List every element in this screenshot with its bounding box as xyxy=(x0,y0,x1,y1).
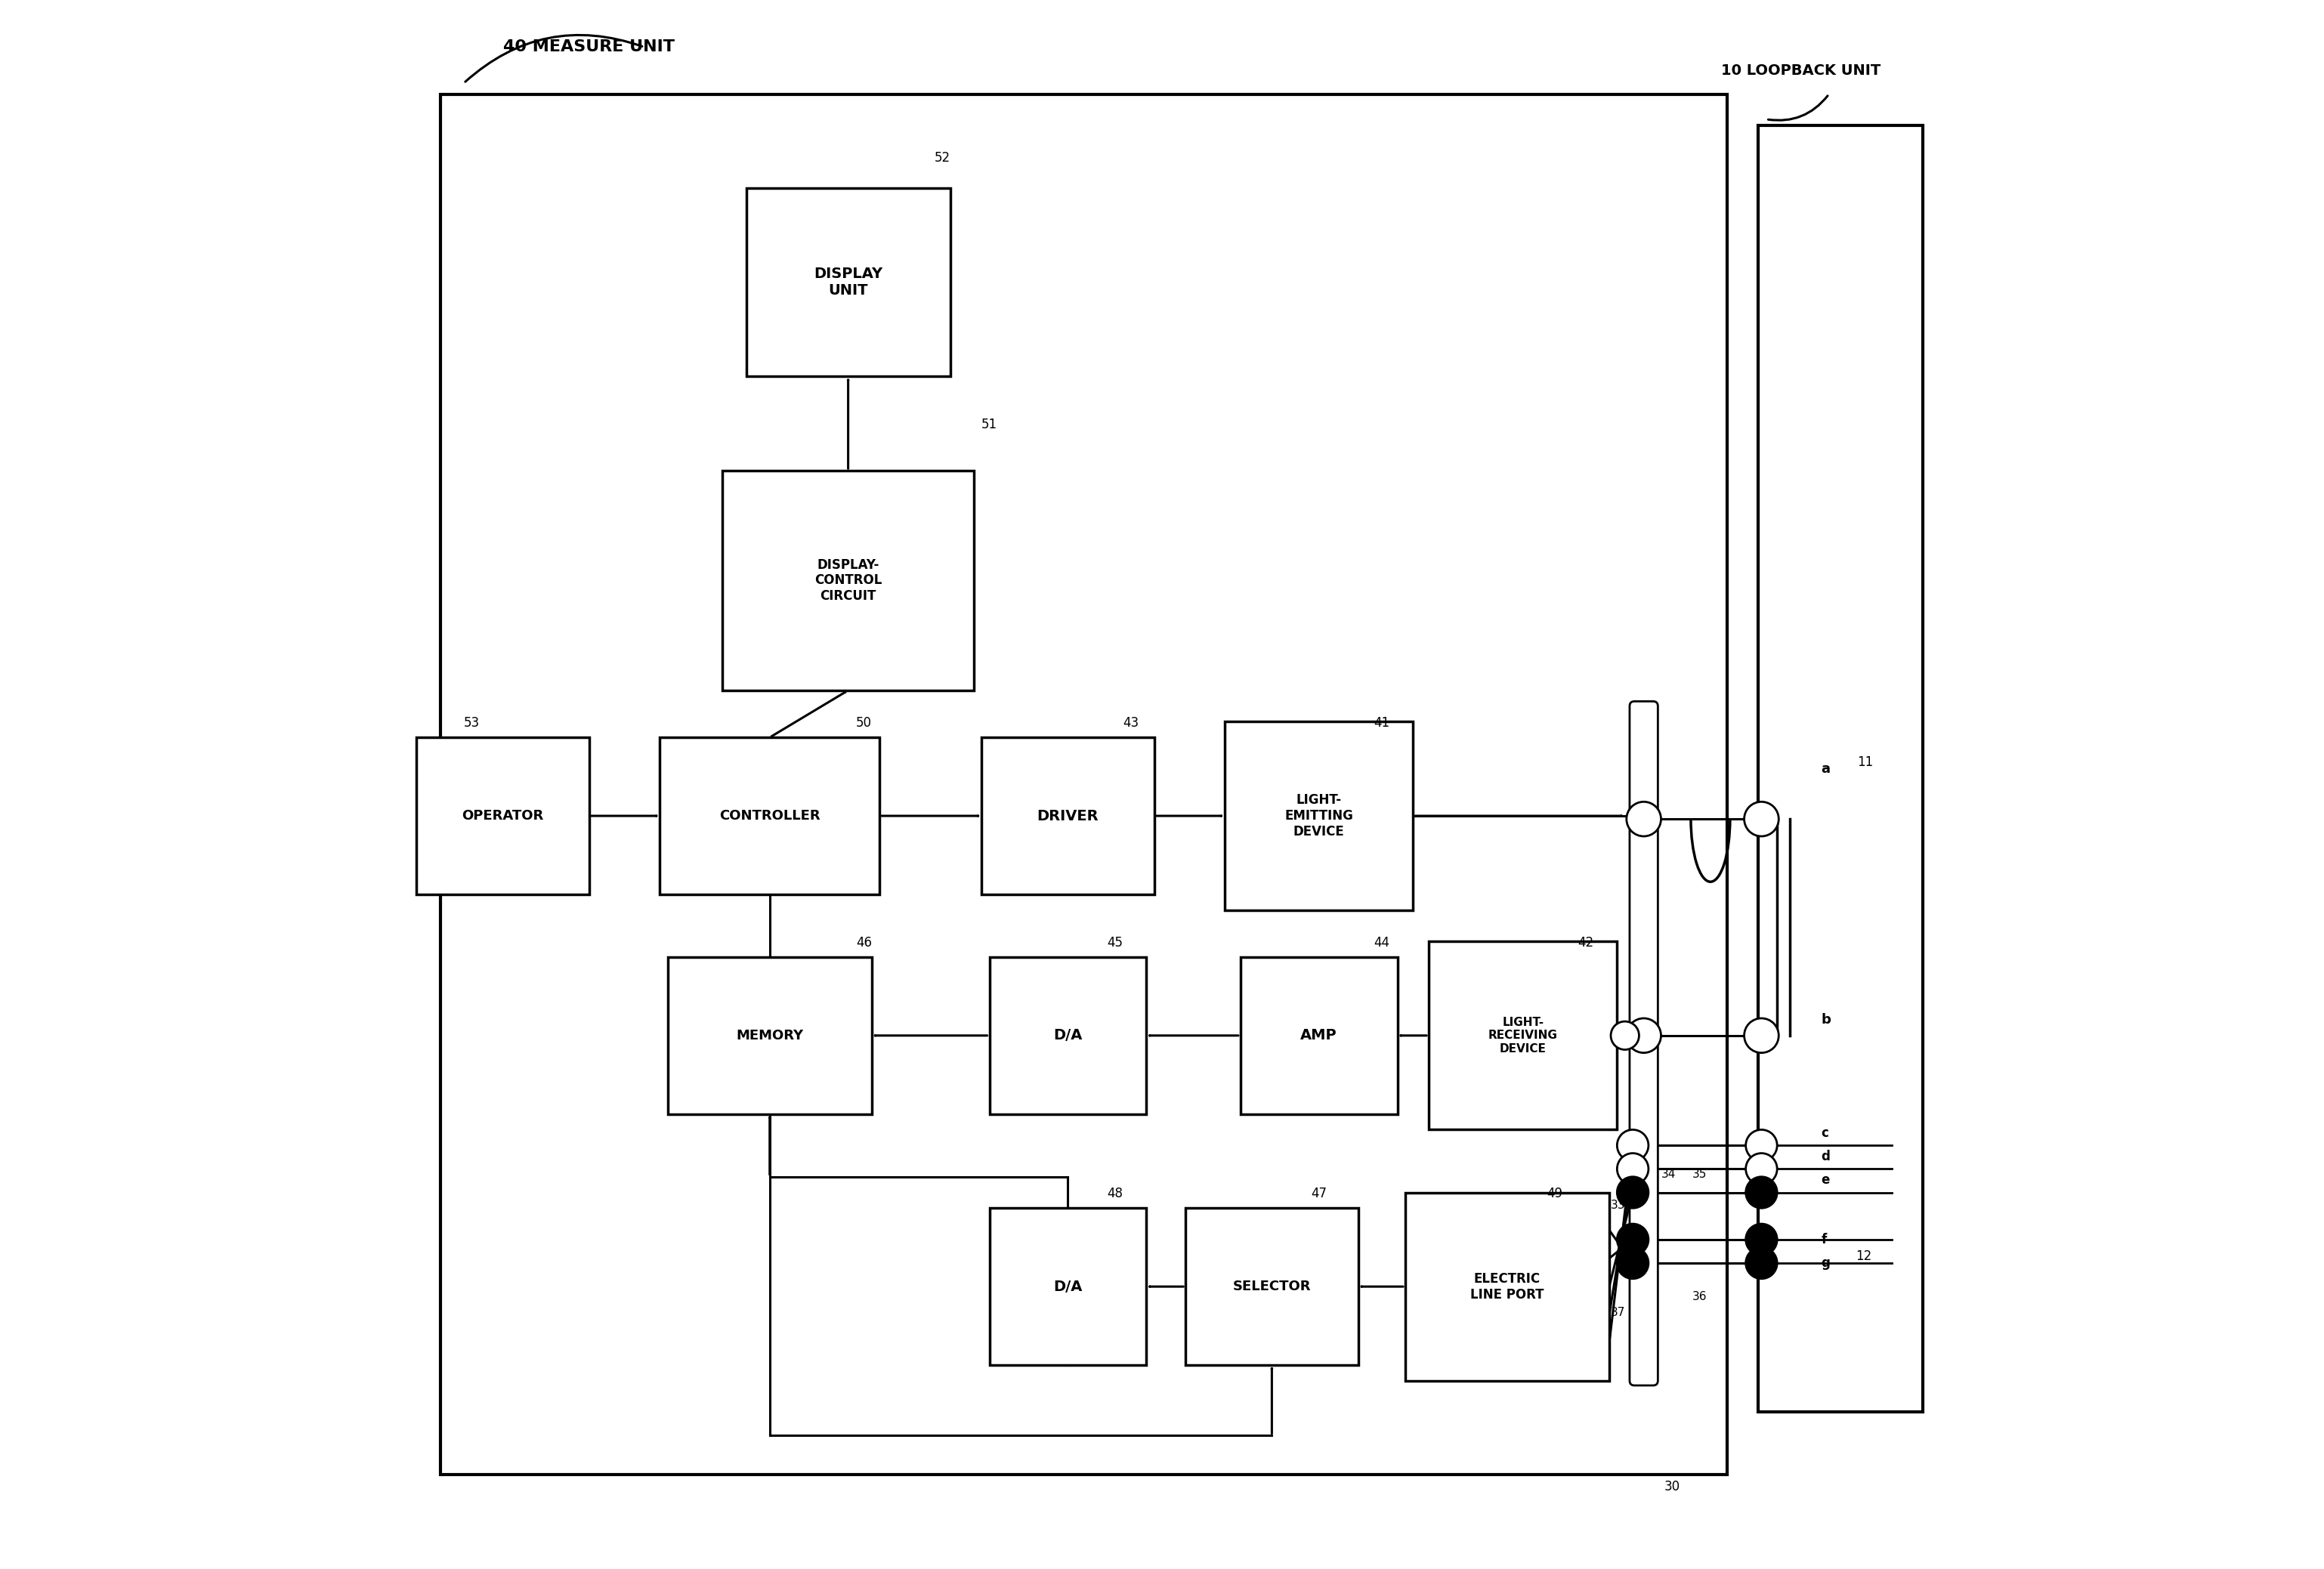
FancyBboxPatch shape xyxy=(439,94,1727,1475)
Circle shape xyxy=(1745,1224,1778,1255)
FancyBboxPatch shape xyxy=(1629,701,1657,1385)
FancyBboxPatch shape xyxy=(746,188,951,377)
Circle shape xyxy=(1618,1224,1648,1255)
Text: 49: 49 xyxy=(1545,1186,1562,1200)
FancyBboxPatch shape xyxy=(723,471,974,690)
Text: DRIVER: DRIVER xyxy=(1037,808,1099,824)
Text: g: g xyxy=(1822,1257,1829,1269)
FancyBboxPatch shape xyxy=(1429,941,1618,1130)
Text: 12: 12 xyxy=(1855,1249,1871,1263)
Circle shape xyxy=(1745,1153,1778,1185)
Circle shape xyxy=(1745,1018,1778,1053)
Circle shape xyxy=(1627,1018,1662,1053)
Text: 50: 50 xyxy=(855,715,872,730)
Circle shape xyxy=(1618,1177,1648,1208)
Text: CONTROLLER: CONTROLLER xyxy=(718,810,820,822)
Text: 30: 30 xyxy=(1664,1480,1680,1494)
Text: 52: 52 xyxy=(934,151,951,165)
Text: OPERATOR: OPERATOR xyxy=(462,810,544,822)
Text: 41: 41 xyxy=(1373,715,1390,730)
Text: f: f xyxy=(1822,1233,1827,1246)
FancyBboxPatch shape xyxy=(990,957,1146,1114)
Text: 42: 42 xyxy=(1578,935,1594,949)
FancyBboxPatch shape xyxy=(981,737,1155,894)
Text: e: e xyxy=(1822,1174,1829,1186)
Text: AMP: AMP xyxy=(1301,1028,1336,1043)
Text: 35: 35 xyxy=(1692,1169,1708,1180)
FancyBboxPatch shape xyxy=(667,957,872,1114)
FancyBboxPatch shape xyxy=(1241,957,1397,1114)
Text: 11: 11 xyxy=(1857,755,1873,769)
Text: 40 MEASURE UNIT: 40 MEASURE UNIT xyxy=(502,39,674,55)
Circle shape xyxy=(1611,1021,1638,1050)
Text: MEMORY: MEMORY xyxy=(737,1029,804,1042)
Text: D/A: D/A xyxy=(1053,1028,1083,1043)
Text: 47: 47 xyxy=(1311,1186,1327,1200)
Text: 43: 43 xyxy=(1122,715,1139,730)
Text: 34: 34 xyxy=(1662,1169,1676,1180)
Text: 46: 46 xyxy=(855,935,872,949)
Circle shape xyxy=(1618,1153,1648,1185)
FancyBboxPatch shape xyxy=(1185,1208,1357,1365)
Text: 44: 44 xyxy=(1373,935,1390,949)
Text: 36: 36 xyxy=(1692,1291,1708,1302)
FancyBboxPatch shape xyxy=(660,737,878,894)
FancyBboxPatch shape xyxy=(1759,126,1922,1412)
Text: 10 LOOPBACK UNIT: 10 LOOPBACK UNIT xyxy=(1722,63,1880,78)
Circle shape xyxy=(1745,1130,1778,1161)
Text: 51: 51 xyxy=(981,417,997,431)
Text: 33: 33 xyxy=(1611,1200,1624,1211)
Text: 48: 48 xyxy=(1106,1186,1122,1200)
Circle shape xyxy=(1745,1177,1778,1208)
Text: b: b xyxy=(1822,1014,1831,1026)
Text: DISPLAY
UNIT: DISPLAY UNIT xyxy=(813,267,883,298)
FancyBboxPatch shape xyxy=(1406,1192,1608,1381)
FancyBboxPatch shape xyxy=(990,1208,1146,1365)
FancyBboxPatch shape xyxy=(1225,722,1413,910)
Text: 45: 45 xyxy=(1106,935,1122,949)
Text: ELECTRIC
LINE PORT: ELECTRIC LINE PORT xyxy=(1471,1272,1543,1301)
Text: D/A: D/A xyxy=(1053,1279,1083,1294)
Text: 53: 53 xyxy=(465,715,479,730)
FancyBboxPatch shape xyxy=(416,737,590,894)
Circle shape xyxy=(1627,802,1662,836)
Circle shape xyxy=(1618,1130,1648,1161)
Text: DISPLAY-
CONTROL
CIRCUIT: DISPLAY- CONTROL CIRCUIT xyxy=(813,559,881,602)
Circle shape xyxy=(1745,802,1778,836)
Text: d: d xyxy=(1822,1150,1829,1163)
Circle shape xyxy=(1745,1247,1778,1279)
Text: LIGHT-
RECEIVING
DEVICE: LIGHT- RECEIVING DEVICE xyxy=(1487,1017,1557,1054)
Text: SELECTOR: SELECTOR xyxy=(1232,1280,1311,1293)
Text: 37: 37 xyxy=(1611,1307,1624,1318)
Text: LIGHT-
EMITTING
DEVICE: LIGHT- EMITTING DEVICE xyxy=(1285,794,1353,838)
Text: c: c xyxy=(1822,1127,1829,1139)
Text: a: a xyxy=(1822,763,1829,775)
Circle shape xyxy=(1618,1247,1648,1279)
